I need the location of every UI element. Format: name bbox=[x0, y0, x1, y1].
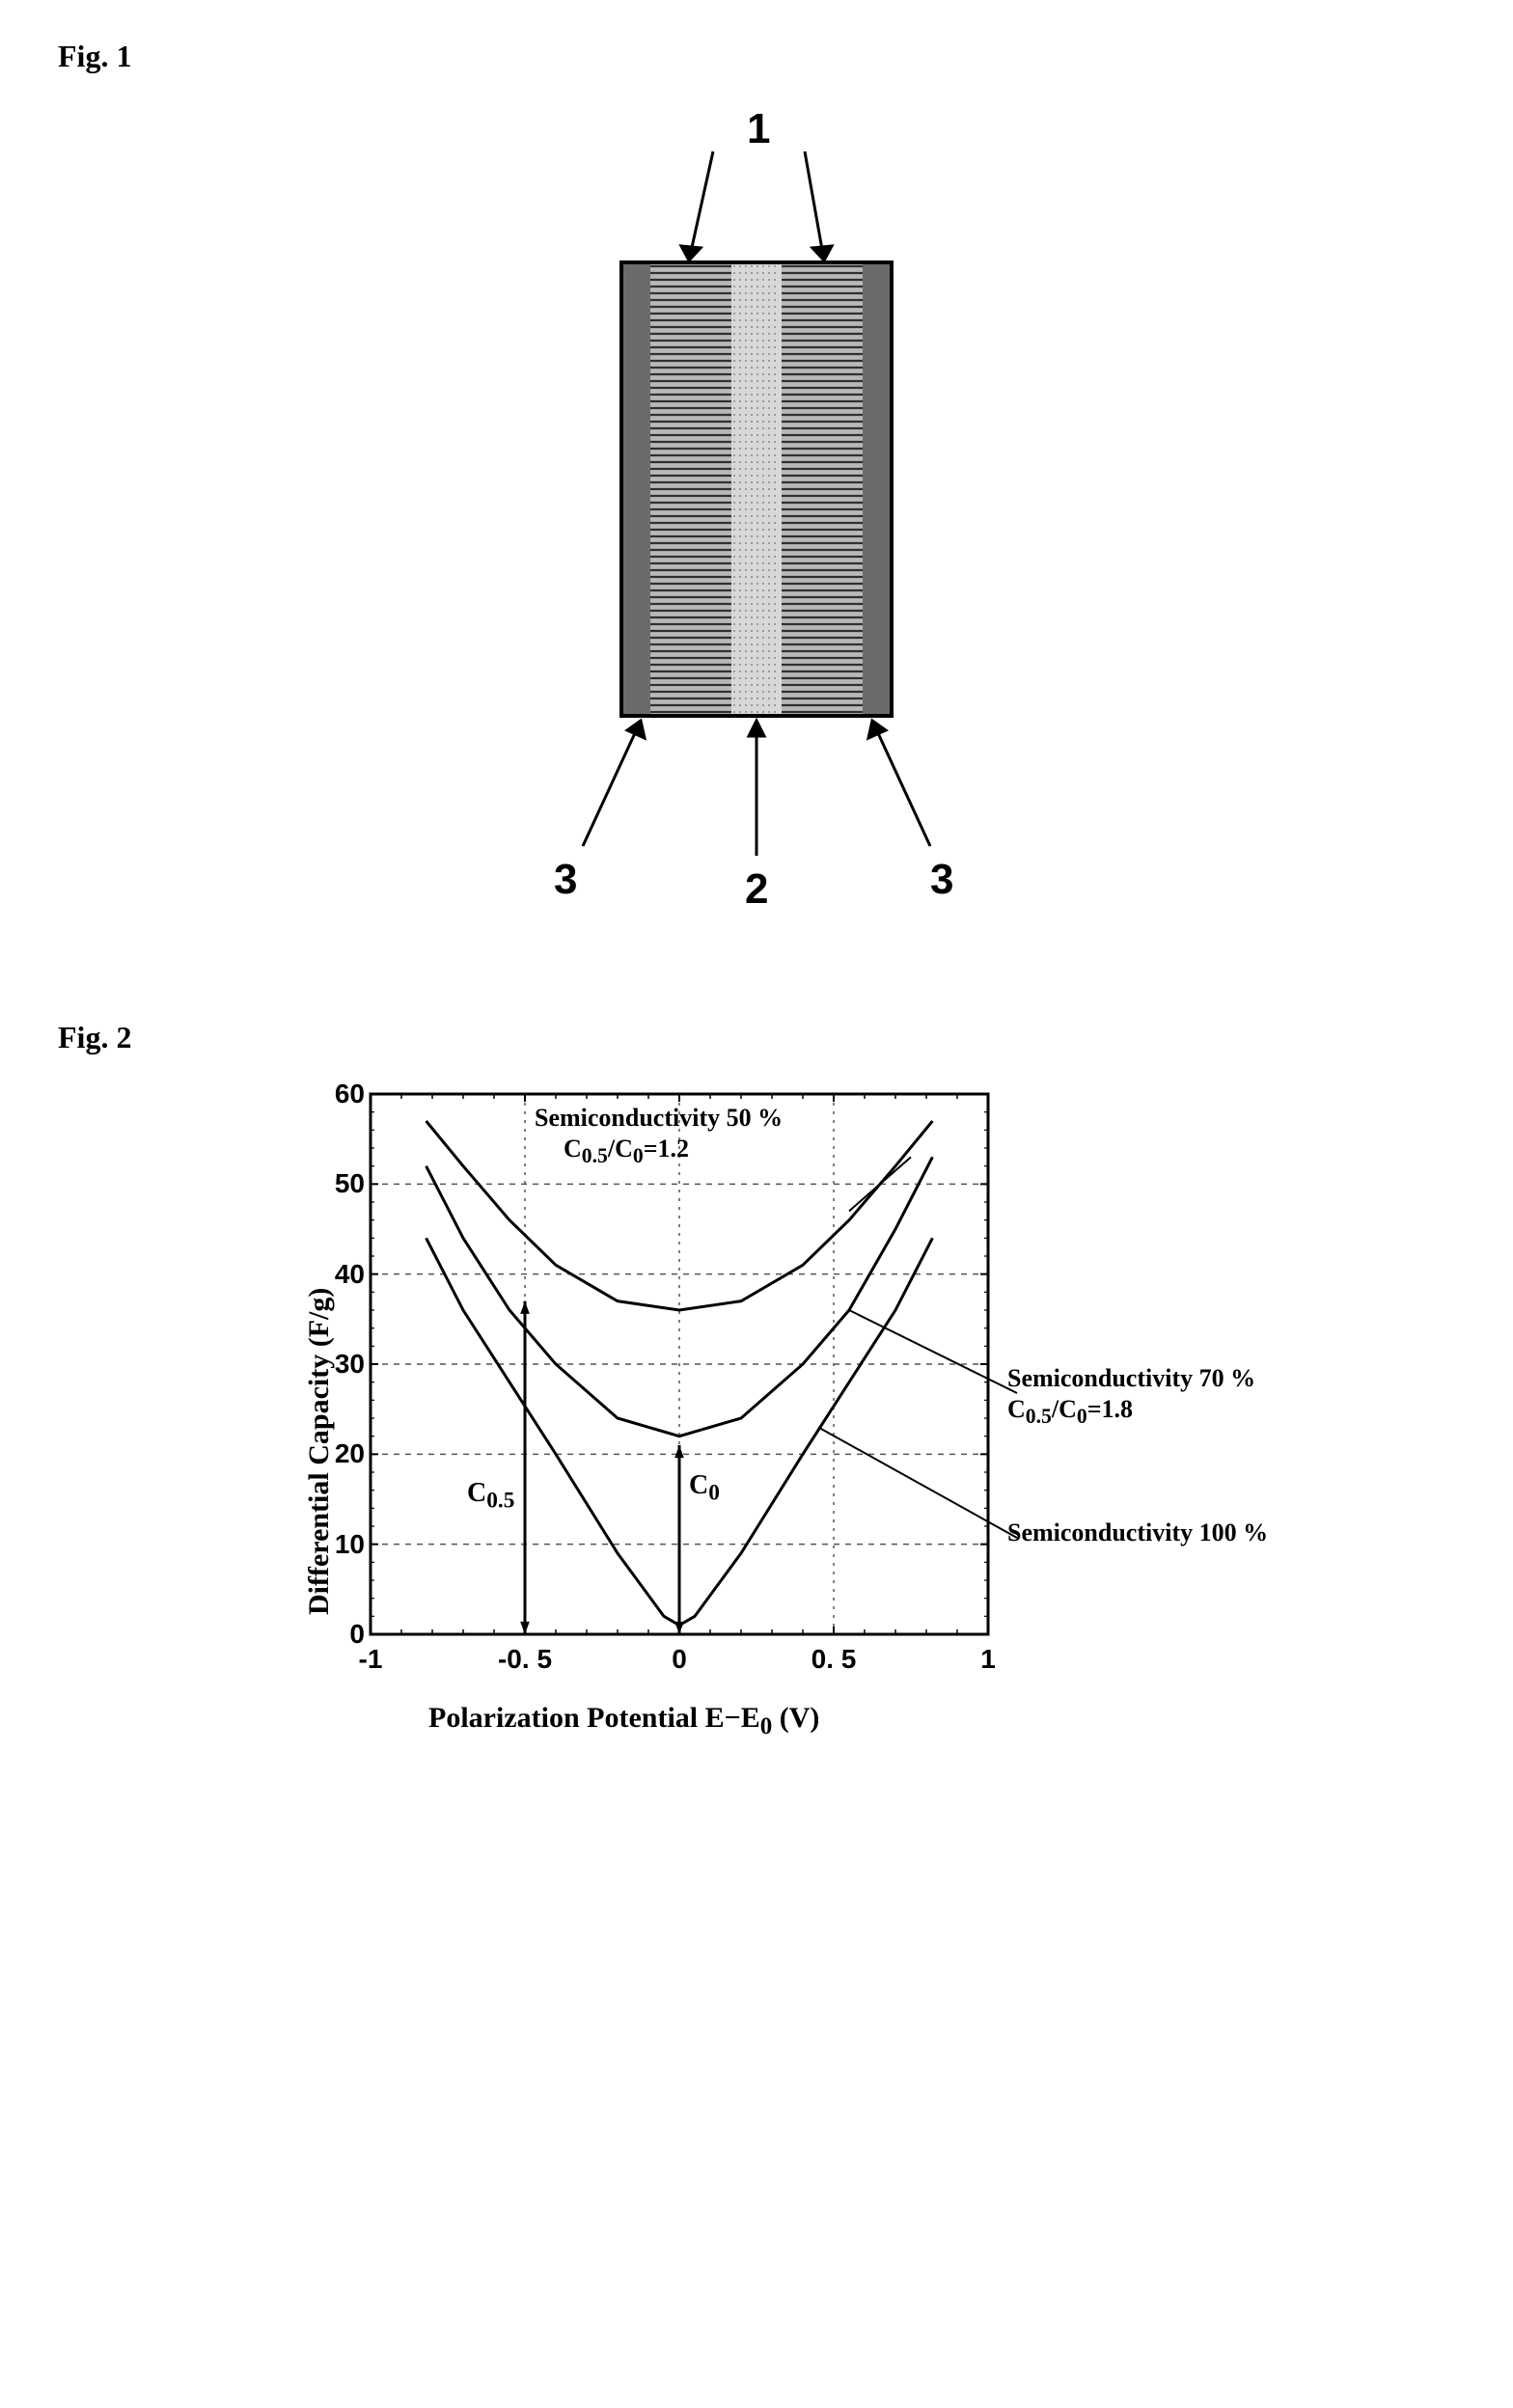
anno-70: Semiconductivity 70 % bbox=[1007, 1364, 1255, 1393]
ytick: 20 bbox=[322, 1438, 365, 1469]
fig1-svg bbox=[322, 94, 1191, 962]
anno-50: Semiconductivity 50 % bbox=[535, 1104, 783, 1133]
callout-3-left: 3 bbox=[554, 856, 577, 904]
xtick: 0. 5 bbox=[805, 1644, 863, 1675]
fig2-container: Differential Capacity (F/g) Polarization… bbox=[178, 1075, 1335, 1769]
callout-3-right: 3 bbox=[930, 856, 953, 904]
ytick: 50 bbox=[322, 1168, 365, 1199]
x-axis-title: Polarization Potential E−E0 (V) bbox=[428, 1702, 819, 1740]
ytick: 40 bbox=[322, 1259, 365, 1290]
anno-100: Semiconductivity 100 % bbox=[1007, 1519, 1268, 1547]
xtick: 1 bbox=[959, 1644, 1017, 1675]
anno-50-ratio: C0.5/C0=1.2 bbox=[564, 1135, 689, 1168]
ytick: 30 bbox=[322, 1349, 365, 1380]
ytick: 0 bbox=[322, 1619, 365, 1650]
ytick: 10 bbox=[322, 1529, 365, 1560]
anno-c05: C0.5 bbox=[467, 1478, 514, 1515]
xtick: -0. 5 bbox=[496, 1644, 554, 1675]
anno-70-ratio: C0.5/C0=1.8 bbox=[1007, 1395, 1133, 1429]
fig1-label: Fig. 1 bbox=[58, 39, 1455, 74]
fig1-container: 1 3 2 3 bbox=[322, 94, 1191, 962]
callout-2: 2 bbox=[745, 865, 768, 914]
ytick: 60 bbox=[322, 1079, 365, 1109]
fig2-label: Fig. 2 bbox=[58, 1020, 1455, 1055]
anno-c0: C0 bbox=[689, 1470, 720, 1507]
callout-1: 1 bbox=[747, 105, 770, 153]
xtick: 0 bbox=[650, 1644, 708, 1675]
